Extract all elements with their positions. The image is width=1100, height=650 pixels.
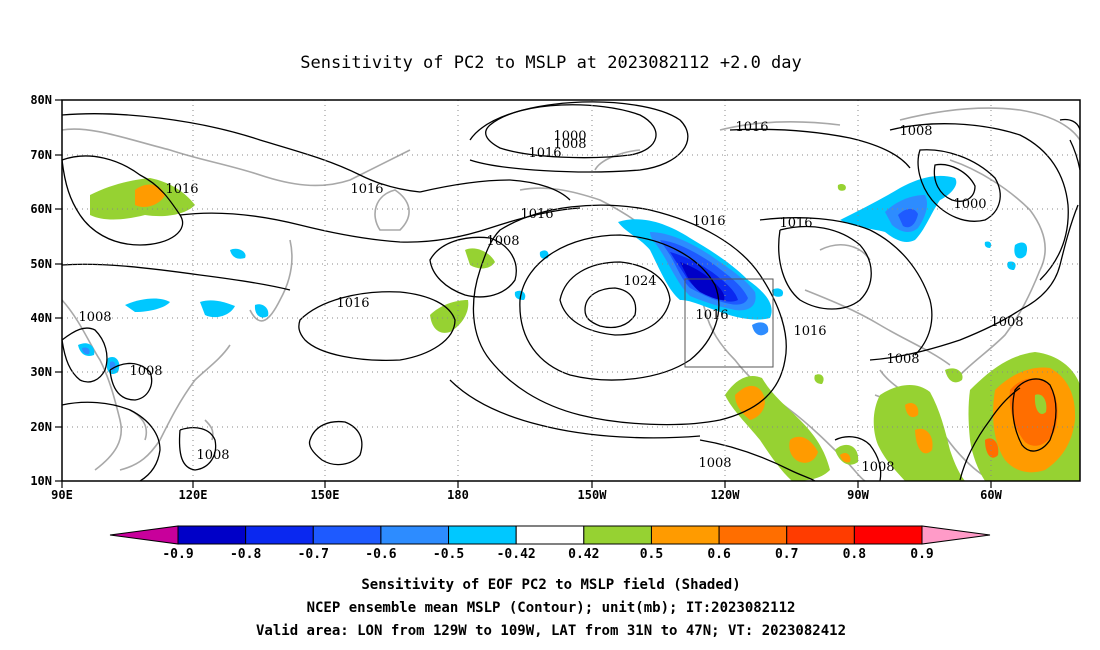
contour-label: 1008 — [78, 310, 111, 325]
contour-label: 1008 — [899, 124, 932, 139]
contour-label: 1016 — [793, 324, 826, 339]
colorbar-cell — [448, 525, 517, 545]
contour-label: 1008 — [553, 137, 586, 152]
colorbar-low-end — [109, 525, 179, 545]
contour-label: 1008 — [196, 448, 229, 463]
footer-line-1: Sensitivity of EOF PC2 to MSLP field (Sh… — [361, 577, 740, 593]
colorbar-cell — [718, 525, 788, 545]
colorbar-label: -0.8 — [230, 547, 261, 562]
colorbar-label: -0.5 — [433, 547, 464, 562]
contour-label: 1016 — [336, 296, 369, 311]
colorbar-label: -0.6 — [365, 547, 396, 562]
colorbar-cell — [515, 525, 585, 545]
colorbar-label: 0.42 — [568, 547, 599, 562]
colorbar-label: 0.9 — [910, 547, 933, 562]
colorbar-label: 0.5 — [640, 547, 663, 562]
contour-labels: 1000 1008 1016 1016 1008 1016 1008 1000 … — [78, 120, 1023, 475]
gridlines — [62, 100, 1080, 481]
lon-tick-label: 180 — [447, 488, 469, 502]
colorbar-cell — [177, 525, 247, 545]
colorbar-cell — [380, 525, 450, 545]
colorbar-label: -0.7 — [298, 547, 329, 562]
contour-label: 1016 — [350, 182, 383, 197]
colorbar-cell — [583, 525, 652, 545]
colorbar-cell — [245, 525, 314, 545]
map-frame — [61, 99, 1081, 482]
contour-label: 1016 — [528, 146, 561, 161]
lat-tick-label: 20N — [30, 420, 52, 434]
chart-title: Sensitivity of PC2 to MSLP at 2023082112… — [300, 53, 802, 73]
footer-line-2: NCEP ensemble mean MSLP (Contour); unit(… — [307, 600, 796, 616]
lon-tick-label: 60W — [980, 488, 1002, 502]
colorbar-cell — [853, 525, 923, 545]
colorbar-label: 0.7 — [775, 547, 798, 562]
contour-label: 1016 — [735, 120, 768, 135]
colorbar-label: -0.42 — [497, 547, 536, 562]
colorbar-label: -0.9 — [162, 547, 193, 562]
tick-marks — [55, 99, 992, 488]
latitude-axis: 80N 70N 60N 50N 40N 30N 20N 10N — [30, 93, 52, 488]
lon-tick-label: 90E — [51, 488, 73, 502]
contour-label: 1016 — [520, 207, 553, 222]
longitude-axis: 90E 120E 150E 180 150W 120W 90W 60W — [51, 488, 1002, 502]
lon-tick-label: 150E — [311, 488, 340, 502]
lat-tick-label: 10N — [30, 474, 52, 488]
contour-label: 1000 — [953, 197, 986, 212]
lat-tick-label: 50N — [30, 257, 52, 271]
contour-label: 1008 — [990, 315, 1023, 330]
contour-label: 1000 — [553, 129, 586, 144]
coastlines — [61, 107, 1081, 482]
lon-tick-label: 120W — [711, 488, 741, 502]
colorbar-label: 0.8 — [843, 547, 867, 562]
contour-label: 1024 — [623, 274, 656, 289]
contour-label: 1016 — [165, 182, 198, 197]
mslp-contours — [61, 101, 1081, 482]
lat-tick-label: 80N — [30, 93, 52, 107]
lon-tick-label: 120E — [179, 488, 208, 502]
contour-label: 1008 — [486, 234, 519, 249]
contour-label: 1008 — [698, 456, 731, 471]
lat-tick-label: 70N — [30, 148, 52, 162]
lat-tick-label: 40N — [30, 311, 52, 325]
contour-label: 1016 — [779, 216, 812, 231]
footer-line-3: Valid area: LON from 129W to 109W, LAT f… — [256, 623, 846, 639]
valid-area-box — [684, 278, 774, 368]
contour-label: 1008 — [129, 364, 162, 379]
colorbar-label: 0.6 — [707, 547, 731, 562]
contour-label: 1008 — [861, 460, 894, 475]
contour-label: 1016 — [695, 308, 728, 323]
colorbar-cell — [786, 525, 855, 545]
contour-label: 1008 — [886, 352, 919, 367]
lon-tick-label: 150W — [578, 488, 608, 502]
colorbar: -0.9 -0.8 -0.7 -0.6 -0.5 -0.42 0.42 0.5 0.6 0.7 0.… — [109, 525, 991, 562]
colorbar-cell — [650, 525, 720, 545]
contour-label: 1016 — [692, 214, 725, 229]
colorbar-high-end — [921, 525, 991, 545]
lat-tick-label: 60N — [30, 202, 52, 216]
lon-tick-label: 90W — [847, 488, 869, 502]
lat-tick-label: 30N — [30, 365, 52, 379]
colorbar-cell — [312, 525, 382, 545]
map-panel: 1000 1008 1016 1016 1008 1016 1008 1000 … — [55, 99, 1081, 488]
